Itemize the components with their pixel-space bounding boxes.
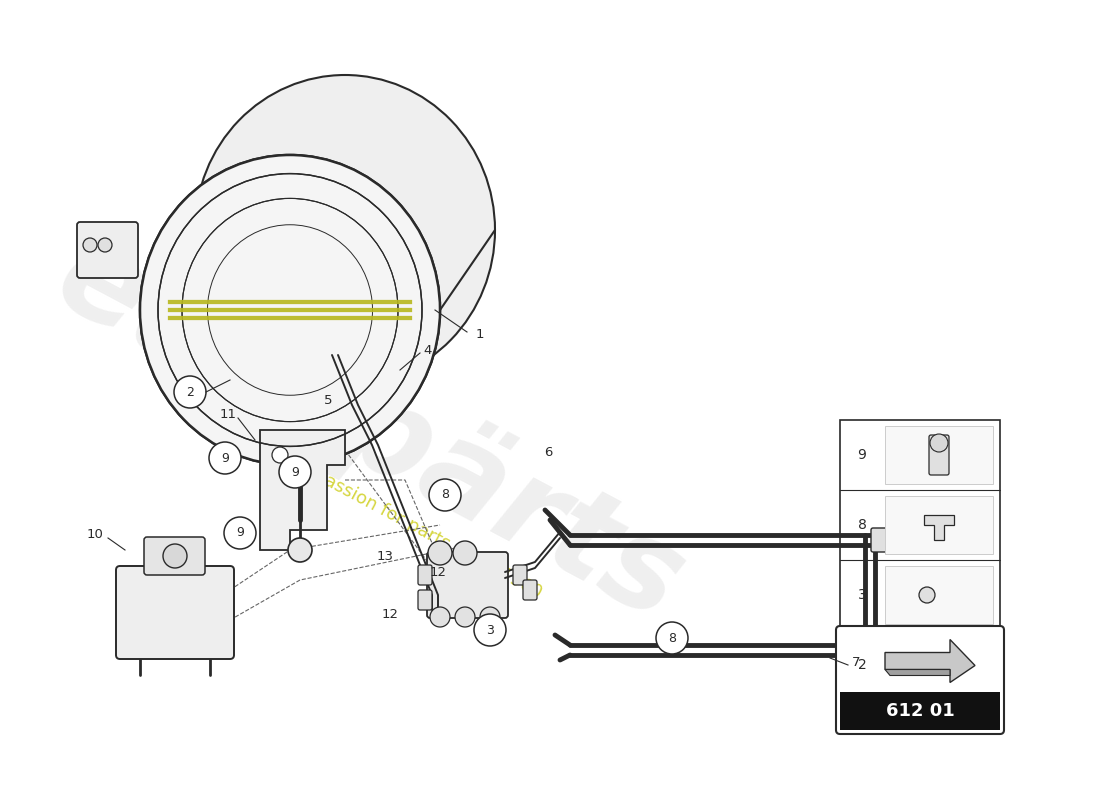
Polygon shape: [260, 430, 345, 550]
FancyBboxPatch shape: [144, 537, 205, 575]
Text: 6: 6: [543, 446, 552, 458]
FancyBboxPatch shape: [513, 565, 527, 585]
Circle shape: [430, 607, 450, 627]
Text: 612 01: 612 01: [886, 702, 955, 720]
Text: 9: 9: [292, 466, 299, 478]
Text: 9: 9: [221, 451, 229, 465]
FancyBboxPatch shape: [871, 528, 893, 552]
FancyBboxPatch shape: [930, 435, 949, 475]
Circle shape: [474, 614, 506, 646]
Ellipse shape: [140, 155, 440, 465]
Circle shape: [224, 517, 256, 549]
Text: 13: 13: [376, 550, 394, 562]
Ellipse shape: [195, 75, 495, 385]
Text: 8: 8: [441, 489, 449, 502]
Text: 12: 12: [429, 566, 447, 578]
Circle shape: [174, 376, 206, 408]
Text: 9: 9: [236, 526, 244, 539]
Text: a passion for parts since 1960: a passion for parts since 1960: [296, 458, 544, 602]
Circle shape: [918, 587, 935, 603]
Text: 2: 2: [858, 658, 867, 672]
Circle shape: [288, 538, 312, 562]
Text: 10: 10: [87, 529, 103, 542]
Circle shape: [947, 655, 961, 669]
Text: 11: 11: [220, 409, 236, 422]
Text: 1: 1: [475, 329, 484, 342]
FancyBboxPatch shape: [418, 590, 432, 610]
Text: europärts: europärts: [36, 214, 704, 646]
Text: 12: 12: [382, 607, 398, 621]
Text: 5: 5: [323, 394, 332, 406]
Circle shape: [163, 544, 187, 568]
Bar: [886, 426, 993, 484]
Text: 9: 9: [858, 448, 867, 462]
Polygon shape: [886, 670, 950, 675]
Text: 3: 3: [858, 588, 867, 602]
Text: 2: 2: [186, 386, 194, 398]
Bar: [886, 566, 993, 624]
Circle shape: [98, 238, 112, 252]
Circle shape: [453, 541, 477, 565]
Bar: [886, 496, 993, 554]
Circle shape: [455, 607, 475, 627]
Text: 3: 3: [486, 623, 494, 637]
FancyBboxPatch shape: [418, 565, 432, 585]
Circle shape: [429, 479, 461, 511]
Text: 7: 7: [851, 655, 860, 669]
FancyBboxPatch shape: [871, 638, 893, 662]
Circle shape: [279, 456, 311, 488]
FancyBboxPatch shape: [836, 626, 1004, 734]
Circle shape: [428, 541, 452, 565]
Circle shape: [209, 442, 241, 474]
Circle shape: [272, 447, 288, 463]
Polygon shape: [886, 639, 975, 682]
Text: 8: 8: [858, 518, 867, 532]
Circle shape: [930, 434, 948, 452]
FancyBboxPatch shape: [522, 580, 537, 600]
Circle shape: [656, 622, 688, 654]
Polygon shape: [924, 515, 954, 540]
FancyBboxPatch shape: [427, 552, 508, 618]
Circle shape: [82, 238, 97, 252]
Bar: [840, 420, 1000, 700]
FancyBboxPatch shape: [116, 566, 234, 659]
Bar: [886, 636, 993, 694]
FancyBboxPatch shape: [77, 222, 138, 278]
Ellipse shape: [140, 155, 440, 465]
Circle shape: [480, 607, 501, 627]
Text: 8: 8: [668, 631, 676, 645]
Bar: [840, 692, 1000, 730]
Text: 4: 4: [424, 343, 432, 357]
